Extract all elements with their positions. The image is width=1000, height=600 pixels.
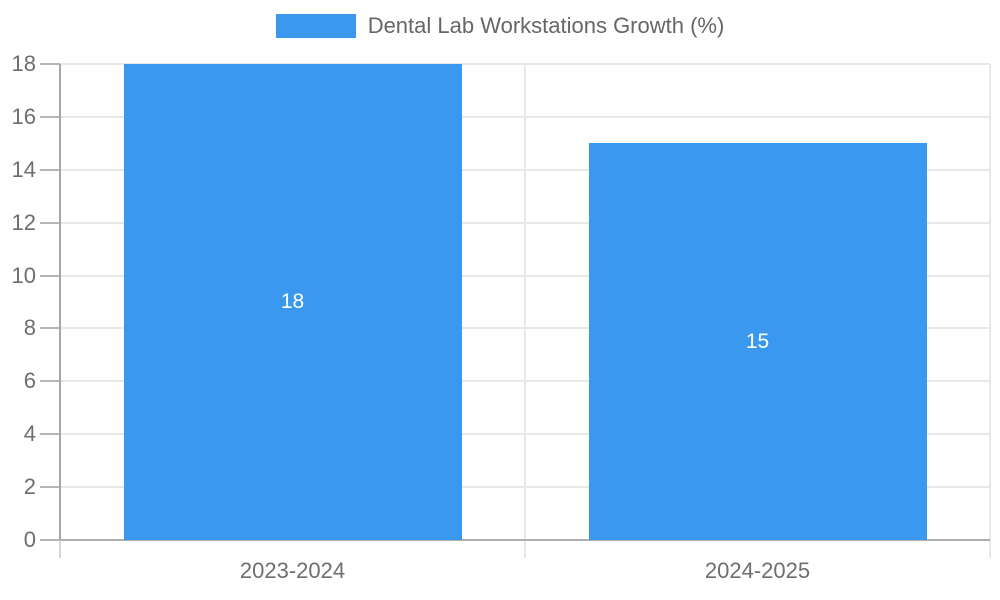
y-tick-mark bbox=[40, 539, 60, 541]
legend-label: Dental Lab Workstations Growth (%) bbox=[367, 13, 725, 38]
y-tick-mark bbox=[40, 274, 60, 277]
y-tick-mark bbox=[40, 115, 60, 118]
y-tick-label: 6 bbox=[23, 368, 36, 394]
bar-value-label: 18 bbox=[280, 290, 305, 313]
y-axis-line bbox=[59, 64, 61, 540]
bar-value-label: 15 bbox=[745, 329, 770, 353]
x-axis-line bbox=[60, 539, 990, 541]
y-tick-label: 16 bbox=[11, 103, 36, 129]
category-boundary-gridline bbox=[524, 64, 526, 558]
chart-legend[interactable]: Dental Lab Workstations Growth (%) bbox=[0, 14, 1000, 38]
bar bbox=[123, 64, 462, 540]
x-axis-left-tick bbox=[59, 540, 61, 558]
y-tick-label: 4 bbox=[23, 421, 36, 447]
x-category-label: 2024-2025 bbox=[704, 558, 811, 583]
y-tick-mark bbox=[40, 168, 60, 171]
y-tick-mark bbox=[40, 486, 60, 489]
y-tick-mark bbox=[40, 433, 60, 436]
y-tick-mark bbox=[40, 327, 60, 330]
y-tick-label: 12 bbox=[11, 209, 36, 235]
bar bbox=[588, 143, 927, 540]
y-tick-mark bbox=[40, 63, 60, 65]
x-category-label: 2023-2024 bbox=[239, 558, 346, 583]
y-tick-mark bbox=[40, 221, 60, 224]
y-tick-label: 18 bbox=[11, 51, 36, 76]
y-tick-mark bbox=[40, 380, 60, 383]
y-tick-label: 0 bbox=[23, 527, 36, 552]
category-boundary-gridline bbox=[989, 64, 991, 558]
y-tick-label: 14 bbox=[11, 156, 36, 182]
y-tick-label: 8 bbox=[23, 315, 36, 341]
legend-color-swatch bbox=[275, 14, 356, 38]
y-tick-label: 2 bbox=[23, 474, 36, 500]
y-tick-label: 10 bbox=[11, 262, 36, 288]
